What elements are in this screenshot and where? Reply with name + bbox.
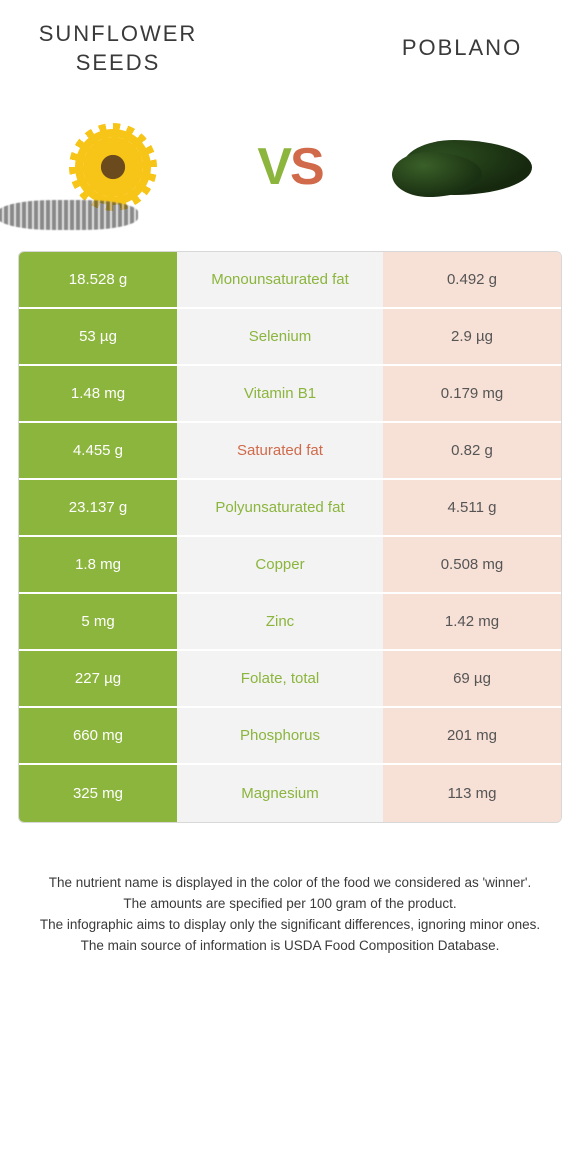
table-row: 660 mgPhosphorus201 mg bbox=[19, 708, 561, 765]
left-value: 1.8 mg bbox=[19, 537, 177, 592]
right-value: 0.179 mg bbox=[383, 366, 561, 421]
right-value: 0.82 g bbox=[383, 423, 561, 478]
left-value: 5 mg bbox=[19, 594, 177, 649]
table-row: 1.8 mgCopper0.508 mg bbox=[19, 537, 561, 594]
vs-v: V bbox=[257, 138, 290, 196]
right-value: 113 mg bbox=[383, 765, 561, 822]
table-row: 1.48 mgVitamin B10.179 mg bbox=[19, 366, 561, 423]
footer-notes: The nutrient name is displayed in the co… bbox=[18, 873, 562, 957]
table-row: 325 mgMagnesium113 mg bbox=[19, 765, 561, 822]
right-value: 0.492 g bbox=[383, 252, 561, 307]
vs-label: VS bbox=[257, 137, 322, 197]
right-value: 69 µg bbox=[383, 651, 561, 706]
right-value: 4.511 g bbox=[383, 480, 561, 535]
right-food-title: POBLANO bbox=[362, 34, 562, 63]
vs-s: S bbox=[290, 138, 323, 196]
nutrient-name: Folate, total bbox=[177, 651, 383, 706]
table-row: 227 µgFolate, total69 µg bbox=[19, 651, 561, 708]
table-row: 18.528 gMonounsaturated fat0.492 g bbox=[19, 252, 561, 309]
nutrient-name: Phosphorus bbox=[177, 708, 383, 763]
table-row: 23.137 gPolyunsaturated fat4.511 g bbox=[19, 480, 561, 537]
nutrient-name: Zinc bbox=[177, 594, 383, 649]
footer-line-3: The infographic aims to display only the… bbox=[24, 915, 556, 936]
footer-line-2: The amounts are specified per 100 gram o… bbox=[24, 894, 556, 915]
right-value: 201 mg bbox=[383, 708, 561, 763]
nutrient-name: Magnesium bbox=[177, 765, 383, 822]
header: SUNFLOWER SEEDS POBLANO bbox=[18, 20, 562, 77]
left-value: 325 mg bbox=[19, 765, 177, 822]
nutrient-name: Copper bbox=[177, 537, 383, 592]
footer-line-4: The main source of information is USDA F… bbox=[24, 936, 556, 957]
right-value: 1.42 mg bbox=[383, 594, 561, 649]
left-value: 660 mg bbox=[19, 708, 177, 763]
left-food-title: SUNFLOWER SEEDS bbox=[18, 20, 218, 77]
table-row: 5 mgZinc1.42 mg bbox=[19, 594, 561, 651]
comparison-table: 18.528 gMonounsaturated fat0.492 g53 µgS… bbox=[18, 251, 562, 823]
left-value: 4.455 g bbox=[19, 423, 177, 478]
images-row: VS bbox=[18, 107, 562, 227]
poblano-image bbox=[372, 112, 562, 222]
nutrient-name: Selenium bbox=[177, 309, 383, 364]
left-value: 53 µg bbox=[19, 309, 177, 364]
right-value: 2.9 µg bbox=[383, 309, 561, 364]
nutrient-name: Saturated fat bbox=[177, 423, 383, 478]
table-row: 4.455 gSaturated fat0.82 g bbox=[19, 423, 561, 480]
nutrient-name: Polyunsaturated fat bbox=[177, 480, 383, 535]
footer-line-1: The nutrient name is displayed in the co… bbox=[24, 873, 556, 894]
sunflower-seeds-image bbox=[18, 112, 208, 222]
left-value: 227 µg bbox=[19, 651, 177, 706]
left-value: 1.48 mg bbox=[19, 366, 177, 421]
left-value: 18.528 g bbox=[19, 252, 177, 307]
left-value: 23.137 g bbox=[19, 480, 177, 535]
nutrient-name: Monounsaturated fat bbox=[177, 252, 383, 307]
nutrient-name: Vitamin B1 bbox=[177, 366, 383, 421]
right-value: 0.508 mg bbox=[383, 537, 561, 592]
table-row: 53 µgSelenium2.9 µg bbox=[19, 309, 561, 366]
